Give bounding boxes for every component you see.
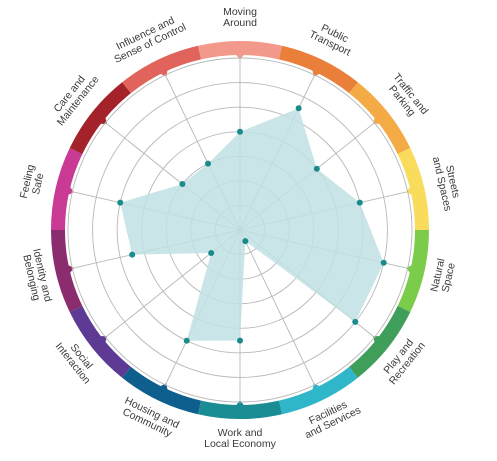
rim-segment: [197, 41, 283, 60]
data-point: [237, 128, 243, 135]
data-point: [205, 160, 212, 167]
rim-segment: [397, 147, 429, 230]
axis-label: Streetsand Spaces: [430, 153, 465, 212]
rim-segment: [278, 366, 358, 415]
data-point: [117, 199, 124, 206]
data-point: [313, 165, 320, 172]
rim-marker: [235, 400, 245, 406]
rim-segment: [397, 230, 429, 313]
rim-marker: [372, 116, 381, 125]
axis-label: NaturalSpace: [428, 257, 458, 295]
rim-marker: [99, 116, 108, 125]
rim-segment: [51, 230, 83, 313]
data-point: [356, 199, 363, 206]
rim-marker: [372, 335, 381, 344]
rim-segment: [69, 82, 131, 155]
axis-label: Moving Around: [223, 6, 257, 29]
rim-segment: [69, 305, 131, 378]
rim-segment: [197, 400, 283, 419]
data-area: [120, 108, 384, 341]
rim-marker: [67, 186, 75, 196]
rim-segment: [349, 305, 411, 378]
grid-spoke: [239, 229, 316, 386]
rim-segment: [278, 45, 358, 94]
rim-marker: [405, 186, 413, 196]
rim-marker: [405, 264, 413, 274]
rim-segment: [349, 82, 411, 155]
data-point: [352, 318, 359, 325]
axis-label: PublicTransport: [307, 19, 357, 59]
data-point: [380, 259, 387, 266]
data-point: [179, 181, 186, 188]
rim-segments: [51, 41, 429, 419]
rim-marker: [67, 264, 75, 274]
axis-label: FeelingSafe: [18, 163, 48, 202]
data-point: [242, 238, 249, 245]
axis-label: Work and Local Economy: [204, 427, 277, 450]
data-point: [208, 249, 215, 256]
data-polygon: [120, 108, 384, 341]
rim-segment: [51, 147, 83, 230]
data-point: [237, 337, 243, 344]
axis-label: Identity andBelonging: [19, 247, 54, 305]
data-point: [183, 337, 190, 344]
rim-marker: [235, 54, 245, 60]
data-point: [295, 105, 302, 112]
rim-segment: [122, 45, 202, 94]
rim-segment: [122, 366, 202, 415]
rim-marker: [99, 335, 108, 344]
data-point: [129, 251, 136, 258]
data-points: [117, 105, 387, 344]
